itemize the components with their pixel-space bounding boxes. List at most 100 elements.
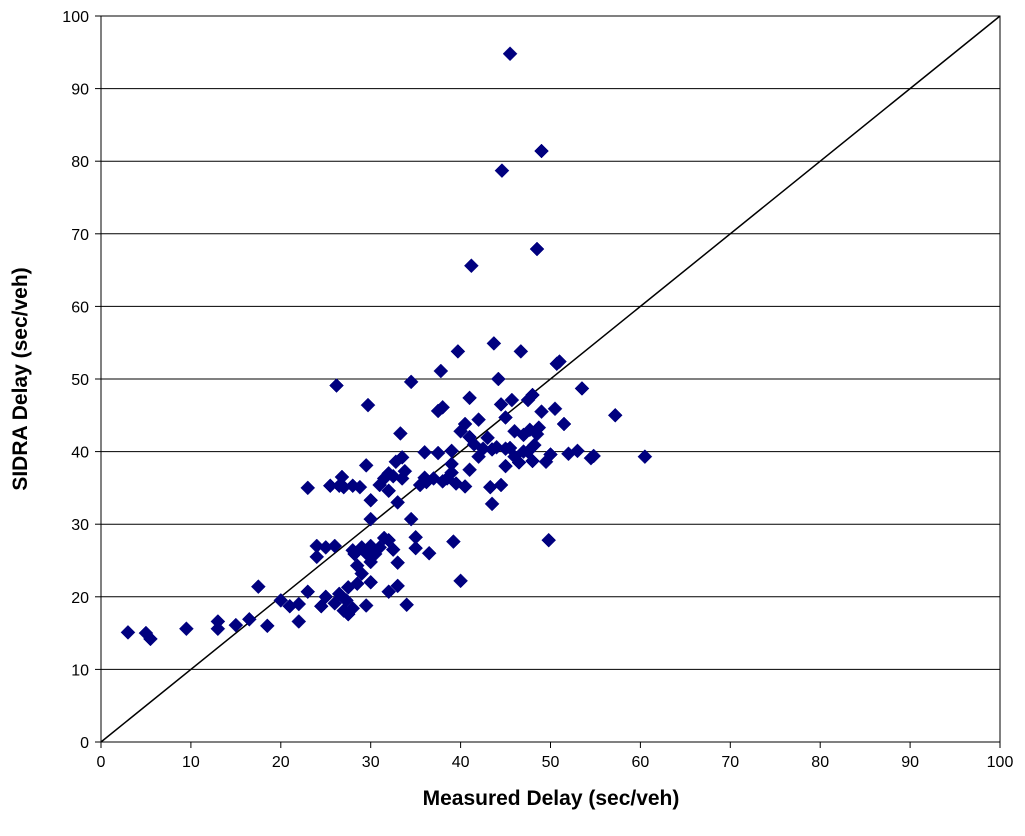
data-point bbox=[354, 566, 370, 581]
y-tick-label: 20 bbox=[71, 590, 89, 607]
data-point bbox=[363, 492, 379, 508]
data-point bbox=[291, 596, 307, 612]
data-point bbox=[300, 480, 316, 496]
data-point bbox=[300, 584, 316, 600]
data-point bbox=[586, 448, 602, 464]
data-point bbox=[327, 538, 343, 554]
gridlines bbox=[101, 15, 1000, 670]
data-point bbox=[504, 392, 520, 408]
data-point bbox=[552, 354, 567, 369]
data-point bbox=[498, 458, 513, 474]
x-tick-label: 20 bbox=[272, 754, 290, 771]
data-point bbox=[556, 416, 572, 432]
data-point bbox=[309, 549, 325, 565]
data-point bbox=[403, 511, 419, 527]
data-point bbox=[457, 479, 473, 494]
data-point bbox=[291, 614, 307, 629]
data-point bbox=[417, 444, 432, 460]
data-point bbox=[462, 462, 477, 478]
data-point bbox=[430, 445, 446, 461]
data-point bbox=[381, 483, 397, 499]
data-point bbox=[329, 378, 344, 393]
data-point bbox=[534, 404, 549, 420]
x-tick-label: 0 bbox=[97, 754, 106, 771]
data-point bbox=[574, 381, 590, 396]
data-point bbox=[435, 399, 450, 415]
data-point bbox=[394, 450, 410, 465]
data-point bbox=[250, 579, 266, 594]
data-point bbox=[444, 465, 459, 481]
data-point bbox=[453, 573, 468, 589]
data-point bbox=[444, 443, 459, 459]
data-point bbox=[385, 542, 401, 557]
data-point bbox=[381, 584, 397, 600]
data-point bbox=[318, 589, 334, 605]
data-point bbox=[120, 625, 136, 640]
data-point bbox=[493, 397, 509, 412]
y-tick-label: 40 bbox=[71, 445, 89, 462]
data-point bbox=[511, 455, 527, 470]
data-point bbox=[475, 441, 491, 457]
x-tick-label: 90 bbox=[901, 754, 919, 771]
data-point bbox=[143, 631, 158, 647]
x-tick-label: 30 bbox=[362, 754, 380, 771]
data-point bbox=[464, 258, 479, 274]
y-tick-label: 80 bbox=[71, 154, 89, 171]
data-point bbox=[471, 412, 486, 428]
data-point bbox=[241, 611, 257, 627]
data-point bbox=[403, 374, 419, 390]
y-tick-label: 0 bbox=[80, 735, 89, 752]
data-point bbox=[446, 534, 461, 549]
x-axis-title: Measured Delay (sec/veh) bbox=[423, 787, 680, 810]
data-point bbox=[543, 447, 558, 462]
data-point bbox=[480, 430, 495, 446]
data-point bbox=[494, 163, 510, 178]
data-point bbox=[486, 336, 502, 351]
data-point bbox=[179, 621, 194, 637]
y-tick-label: 100 bbox=[62, 9, 89, 26]
data-point bbox=[489, 439, 504, 455]
data-point bbox=[450, 344, 466, 359]
data-point bbox=[393, 426, 408, 441]
axis-ticks: 0 10 20 30 40 50 60 70 80 90 100 0 10 20 30 40 50 60 70 80 9… bbox=[62, 9, 1013, 771]
data-points bbox=[120, 46, 653, 647]
data-point bbox=[360, 397, 376, 413]
data-point bbox=[352, 479, 368, 495]
data-point bbox=[259, 618, 275, 634]
x-tick-label: 70 bbox=[721, 754, 739, 771]
data-point bbox=[547, 401, 563, 417]
data-point bbox=[462, 390, 477, 406]
data-point bbox=[408, 540, 424, 556]
data-point bbox=[502, 46, 518, 62]
data-point bbox=[390, 578, 406, 594]
x-tick-label: 10 bbox=[182, 754, 200, 771]
data-point bbox=[433, 363, 449, 379]
y-axis-title: SIDRA Delay (sec/veh) bbox=[9, 267, 32, 490]
data-point bbox=[526, 437, 542, 453]
data-point bbox=[363, 574, 379, 590]
data-point bbox=[358, 458, 374, 473]
data-point bbox=[421, 545, 437, 561]
x-tick-label: 50 bbox=[542, 754, 560, 771]
data-point bbox=[570, 443, 585, 459]
data-point bbox=[358, 598, 374, 613]
y-tick-label: 10 bbox=[71, 662, 89, 679]
data-point bbox=[349, 576, 365, 592]
data-point bbox=[491, 371, 506, 387]
data-point bbox=[457, 416, 473, 432]
y-tick-label: 70 bbox=[71, 227, 89, 244]
data-point bbox=[607, 407, 623, 423]
data-point bbox=[529, 241, 545, 257]
data-point bbox=[345, 601, 361, 616]
data-point bbox=[541, 532, 557, 548]
data-point bbox=[444, 456, 459, 472]
x-tick-label: 60 bbox=[632, 754, 650, 771]
data-point bbox=[228, 617, 244, 633]
data-point bbox=[273, 593, 289, 608]
data-point bbox=[531, 420, 547, 435]
data-point bbox=[493, 477, 509, 493]
data-point bbox=[525, 387, 540, 403]
y-tick-label: 50 bbox=[71, 372, 89, 389]
data-point bbox=[534, 143, 549, 159]
